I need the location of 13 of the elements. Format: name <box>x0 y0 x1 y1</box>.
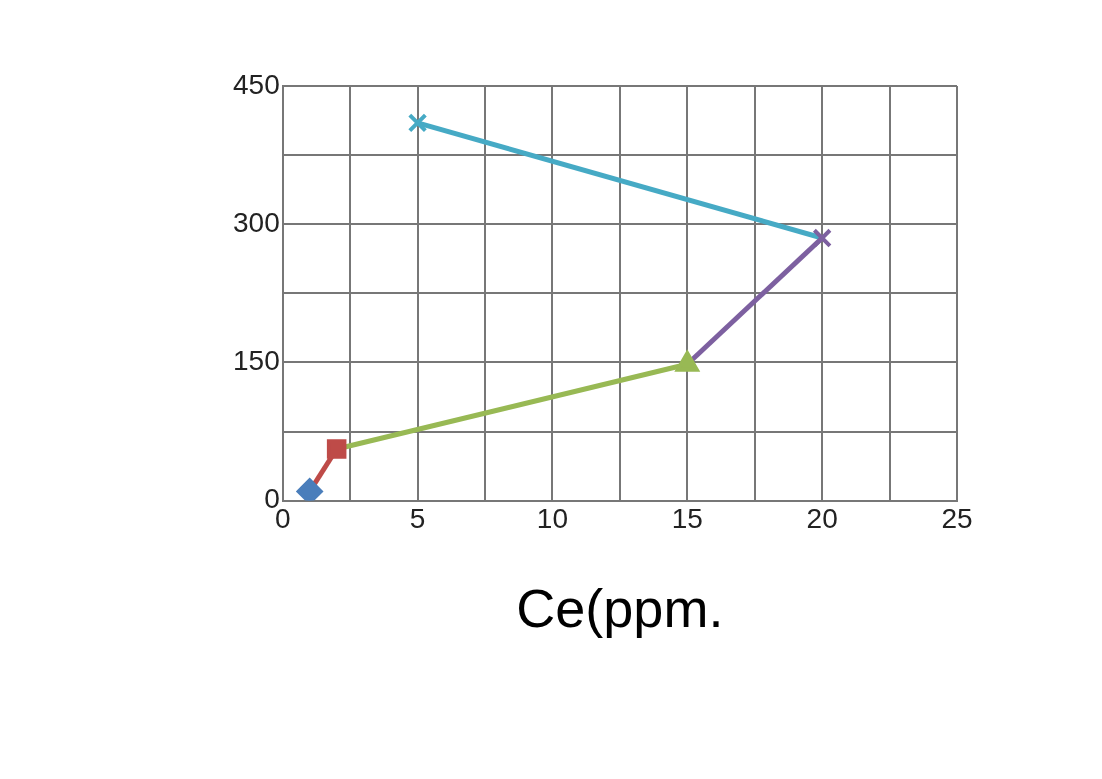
point <box>407 113 428 133</box>
point <box>812 228 832 248</box>
x-tick-label: 5 <box>409 503 426 535</box>
x-tick-label: 25 <box>941 503 973 535</box>
x-axis-title: Ce(ppm. <box>516 578 724 639</box>
y-tick-label: 300 <box>233 206 280 238</box>
x-tick-label: 10 <box>536 503 569 535</box>
x-tick-label: 15 <box>671 503 703 535</box>
point <box>326 439 347 459</box>
y-tick-label: 150 <box>233 345 280 377</box>
x-tick-label: 20 <box>806 503 838 535</box>
point <box>296 478 323 501</box>
y-tick-label: 450 <box>233 68 280 100</box>
